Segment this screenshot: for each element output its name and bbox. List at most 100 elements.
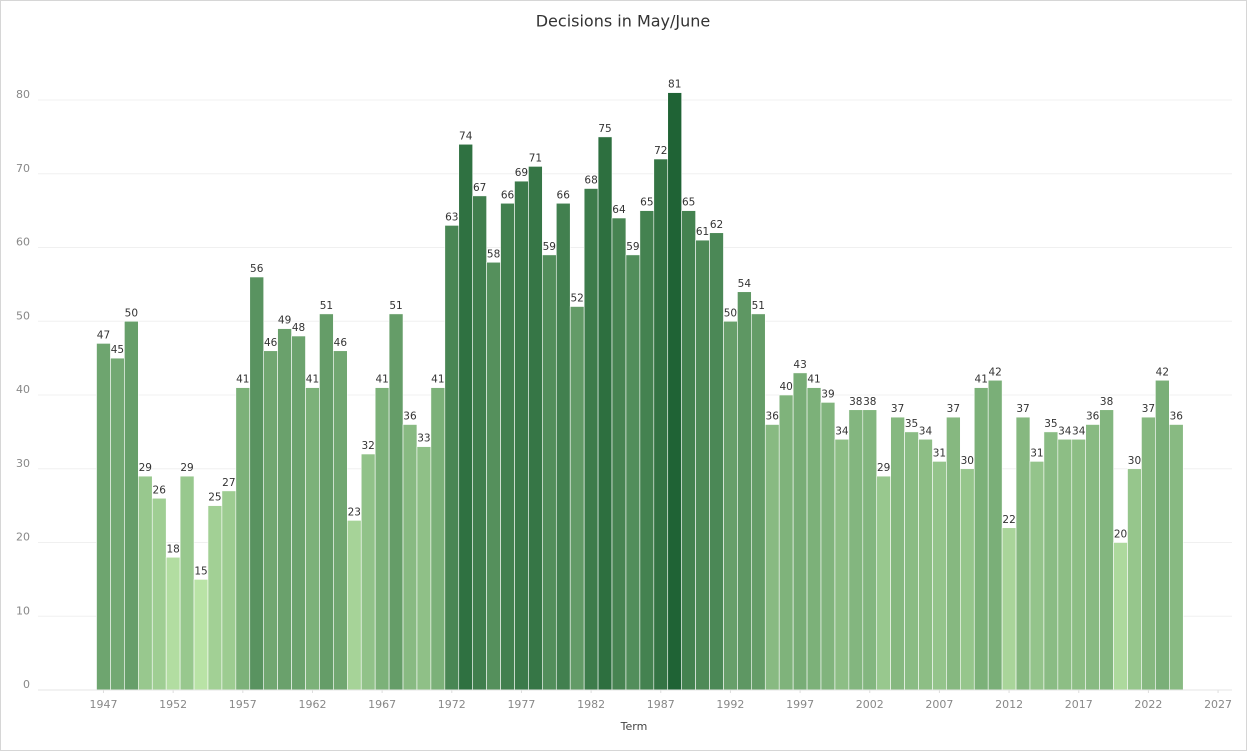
value-label: 51 (320, 300, 333, 312)
bar (848, 409, 864, 691)
y-tick-label: 40 (16, 383, 30, 396)
bar (346, 520, 362, 691)
bar (1001, 527, 1017, 691)
bar (625, 254, 641, 691)
value-label: 36 (1170, 411, 1184, 423)
bar (1043, 431, 1059, 691)
bar (402, 424, 418, 691)
bar (695, 239, 710, 691)
value-label: 38 (849, 396, 862, 408)
x-tick-label: 1977 (507, 698, 535, 711)
bar (319, 313, 334, 691)
value-label: 65 (640, 197, 653, 209)
value-label: 74 (459, 130, 473, 142)
bar (486, 261, 501, 691)
value-label: 42 (988, 366, 1001, 378)
value-label: 59 (626, 241, 639, 253)
bar (444, 225, 460, 691)
value-label: 33 (417, 433, 430, 445)
x-axis-label: Term (620, 720, 648, 733)
value-label: 34 (919, 425, 933, 437)
bar (110, 357, 125, 691)
bar (374, 387, 390, 691)
y-tick-label: 30 (16, 457, 30, 470)
value-label: 67 (473, 182, 486, 194)
value-label: 20 (1114, 529, 1127, 541)
bar (806, 387, 822, 691)
value-label: 27 (222, 477, 235, 489)
x-tick-label: 1992 (716, 698, 744, 711)
bar (932, 461, 947, 691)
x-tick-label: 1957 (229, 698, 257, 711)
bar (890, 416, 905, 691)
y-tick-label: 0 (23, 678, 30, 691)
value-label: 54 (738, 278, 752, 290)
bar (1155, 379, 1170, 691)
bar (249, 276, 265, 691)
value-label: 35 (905, 418, 918, 430)
bar (96, 343, 111, 691)
value-label: 29 (877, 462, 890, 474)
value-label: 63 (445, 211, 458, 223)
x-tick-label: 1972 (438, 698, 466, 711)
value-label: 69 (515, 167, 528, 179)
bar (876, 475, 891, 691)
bar (569, 306, 585, 691)
bar (416, 446, 432, 691)
value-label: 62 (710, 219, 723, 231)
bar (792, 372, 808, 691)
value-label: 36 (766, 411, 780, 423)
value-label: 34 (835, 425, 849, 437)
value-label: 68 (584, 175, 597, 187)
value-label: 38 (1100, 396, 1113, 408)
bar (514, 180, 529, 691)
x-tick-label: 1982 (577, 698, 605, 711)
bar (1099, 409, 1114, 691)
bar (820, 402, 836, 691)
bar (583, 188, 599, 691)
value-label: 81 (668, 79, 681, 91)
bar (764, 424, 780, 691)
x-tick-label: 1987 (647, 698, 675, 711)
value-label: 43 (793, 359, 806, 371)
value-label: 39 (821, 388, 834, 400)
value-label: 23 (348, 506, 361, 518)
value-label: 75 (598, 123, 611, 135)
bar (751, 313, 766, 691)
value-label: 37 (1016, 403, 1029, 415)
y-tick-label: 50 (16, 309, 30, 322)
value-label: 61 (696, 226, 709, 238)
value-label: 46 (264, 337, 278, 349)
value-label: 72 (654, 145, 667, 157)
bar (207, 505, 223, 691)
bar (1015, 416, 1031, 691)
value-label: 49 (278, 315, 291, 327)
y-tick-label: 60 (16, 236, 30, 249)
bar (124, 320, 139, 691)
value-label: 50 (724, 307, 737, 319)
value-label: 15 (194, 565, 207, 577)
value-label: 45 (111, 344, 124, 356)
bar (597, 136, 613, 691)
bar (305, 387, 320, 691)
value-label: 47 (97, 329, 110, 341)
value-label: 32 (362, 440, 375, 452)
value-label: 66 (501, 189, 515, 201)
value-label: 52 (570, 293, 583, 305)
bar (500, 202, 515, 691)
bar (472, 195, 487, 691)
value-label: 34 (1072, 425, 1086, 437)
value-label: 41 (236, 374, 249, 386)
bar (904, 431, 919, 691)
value-label: 41 (807, 374, 820, 386)
value-label: 37 (947, 403, 960, 415)
bar (1113, 542, 1128, 691)
bar (291, 335, 306, 691)
bar (263, 350, 278, 691)
value-label: 71 (529, 152, 542, 164)
bar (179, 475, 195, 691)
value-label: 37 (1142, 403, 1155, 415)
value-label: 66 (557, 189, 571, 201)
bar (834, 438, 850, 691)
bar (946, 416, 961, 691)
